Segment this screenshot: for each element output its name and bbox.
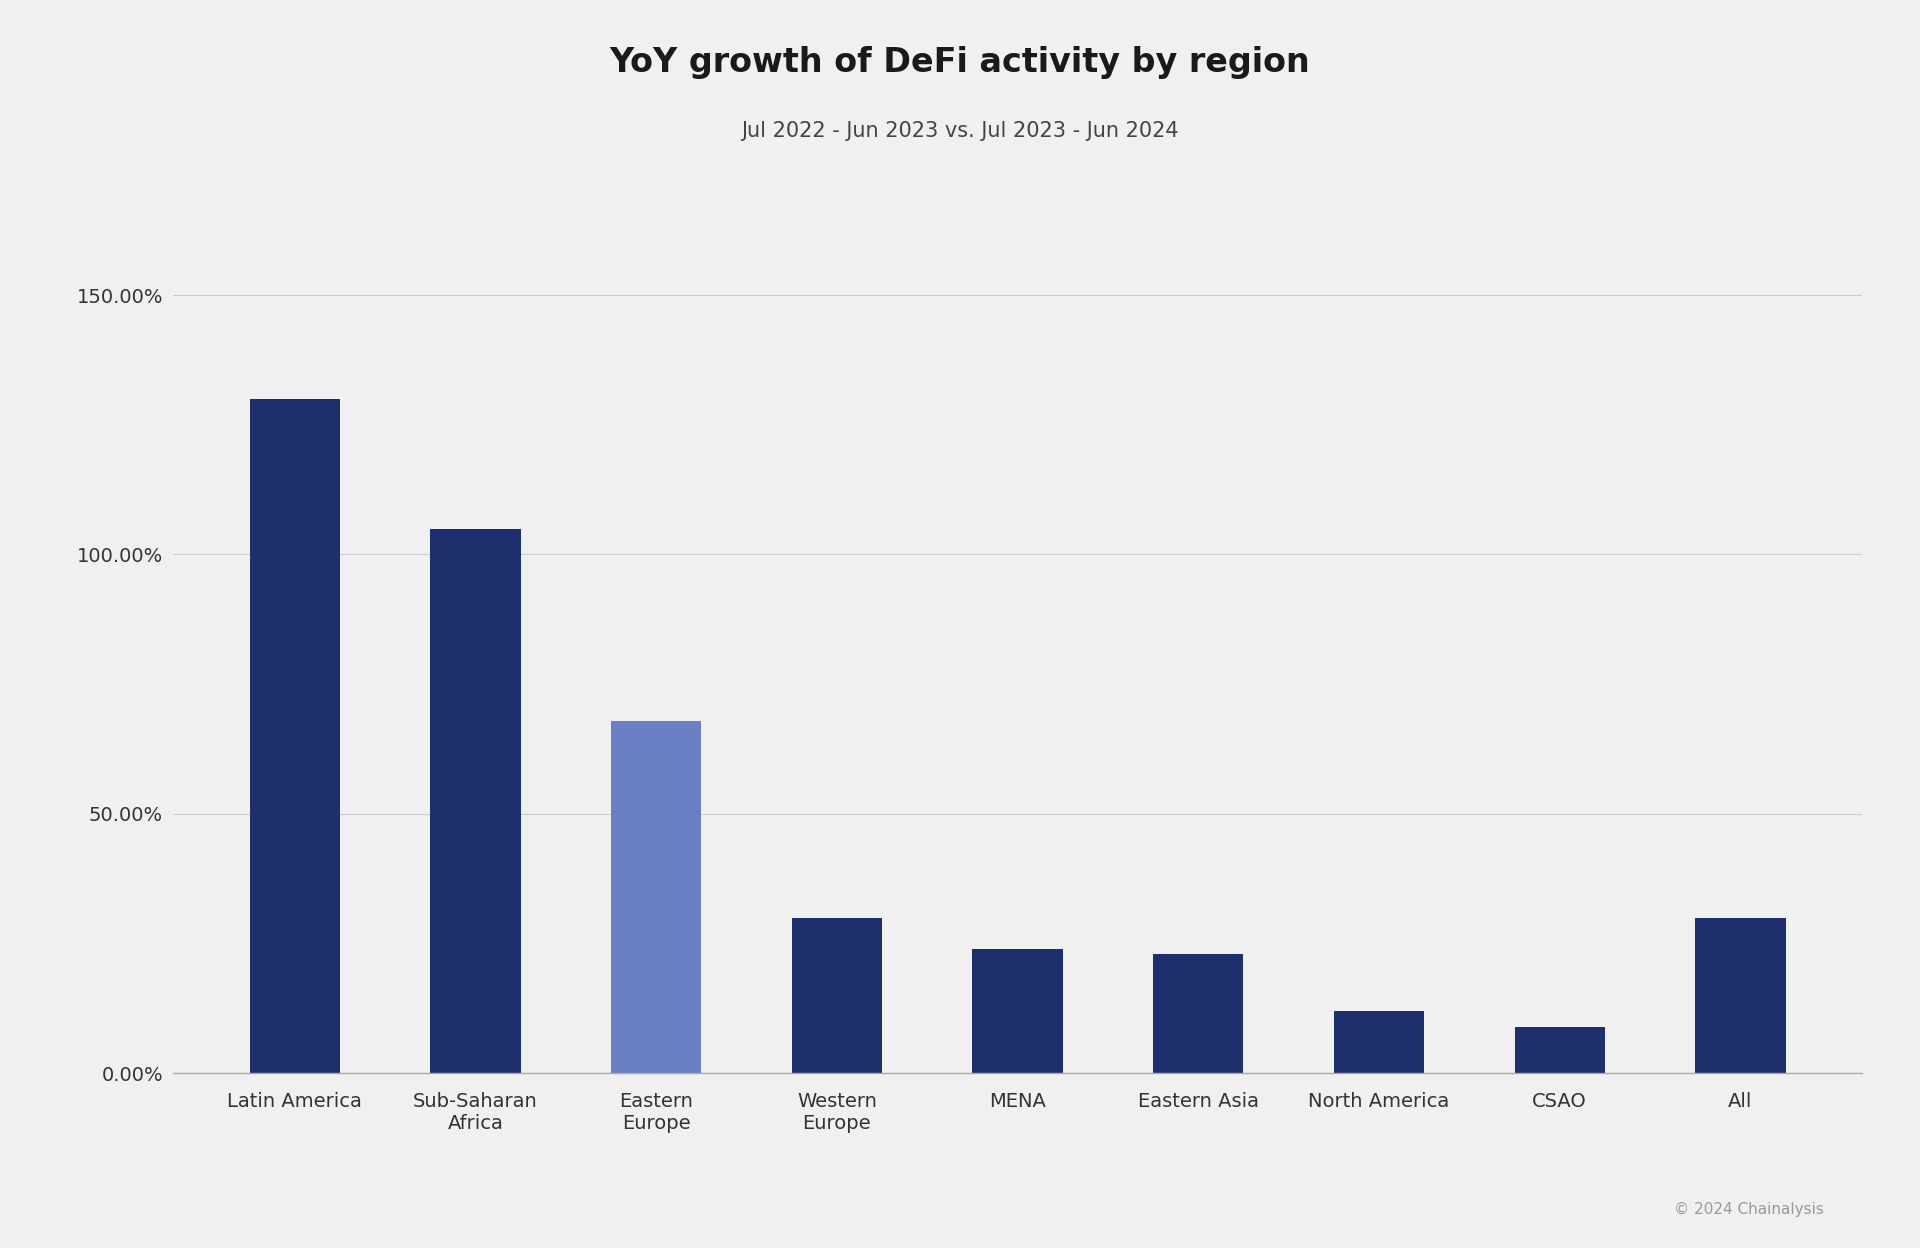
Bar	[430, 529, 520, 1073]
Bar	[250, 399, 340, 1073]
Bar	[1695, 917, 1786, 1073]
Text: Jul 2022 - Jun 2023 vs. Jul 2023 - Jun 2024: Jul 2022 - Jun 2023 vs. Jul 2023 - Jun 2…	[741, 121, 1179, 141]
Bar	[791, 917, 881, 1073]
Bar	[1154, 953, 1244, 1073]
Bar	[1515, 1027, 1605, 1073]
Text: © 2024 Chainalysis: © 2024 Chainalysis	[1674, 1202, 1824, 1217]
Text: YoY growth of DeFi activity by region: YoY growth of DeFi activity by region	[611, 46, 1309, 79]
Bar	[1334, 1011, 1425, 1073]
Bar	[972, 948, 1064, 1073]
Bar	[611, 720, 701, 1073]
